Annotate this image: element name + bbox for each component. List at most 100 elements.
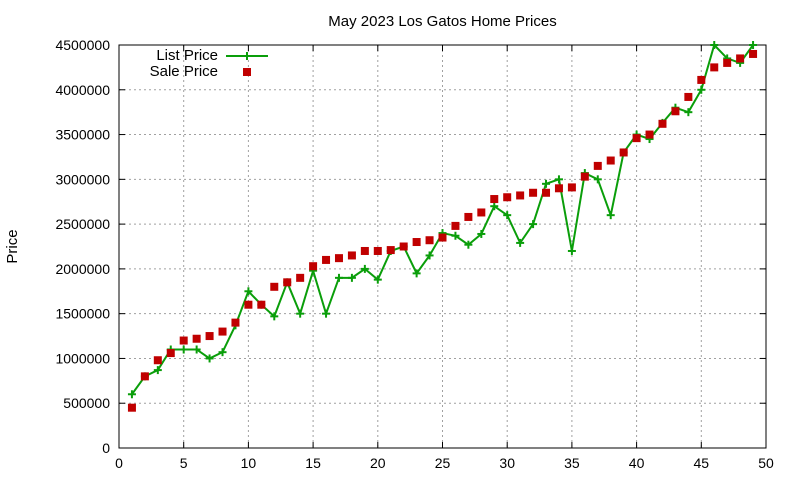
sale-price-point xyxy=(632,134,641,143)
list-price-point xyxy=(606,211,615,220)
y-tick-label: 4500000 xyxy=(55,37,110,53)
list-price-point xyxy=(412,269,421,278)
sale-price-point xyxy=(270,282,279,291)
legend-marker-sale-price xyxy=(243,68,251,76)
sale-price-point xyxy=(580,172,589,181)
sale-price-point xyxy=(723,58,732,67)
sale-price-point xyxy=(218,327,227,336)
sale-price-point xyxy=(386,246,395,255)
sale-price-point xyxy=(710,63,719,72)
sale-price-point xyxy=(490,195,499,204)
sale-price-point xyxy=(593,161,602,170)
list-price-point xyxy=(490,202,499,211)
list-price-point xyxy=(567,246,576,255)
y-axis-ticks: 0 500000 1000000 1500000 2000000 2500000 30000… xyxy=(55,37,766,456)
list-price-point xyxy=(244,287,253,296)
list-price-point xyxy=(710,41,719,49)
x-tick-label: 5 xyxy=(180,455,188,471)
sale-price-point xyxy=(438,233,447,242)
sale-price-point xyxy=(244,300,253,309)
x-tick-label: 45 xyxy=(694,455,710,471)
sale-price-point xyxy=(322,255,331,264)
sale-price-point xyxy=(309,262,318,271)
y-tick-label: 3000000 xyxy=(55,171,110,187)
y-tick-label: 2000000 xyxy=(55,261,110,277)
x-tick-label: 25 xyxy=(435,455,451,471)
y-tick-label: 1500000 xyxy=(55,306,110,322)
sale-price-point xyxy=(205,332,214,341)
list-price-point xyxy=(347,273,356,282)
sale-price-point xyxy=(567,183,576,192)
chart-title: May 2023 Los Gatos Home Prices xyxy=(328,13,556,30)
list-price-point xyxy=(503,211,512,220)
x-axis-ticks: 0 5 10 15 20 25 30 35 40 45 50 xyxy=(115,45,774,471)
list-price-point xyxy=(425,251,434,260)
x-tick-label: 30 xyxy=(499,455,515,471)
sale-price-point xyxy=(503,193,512,202)
legend-label-sale-price: Sale Price xyxy=(150,63,218,80)
sale-price-point xyxy=(412,238,421,247)
sale-price-point xyxy=(347,251,356,260)
x-tick-label: 35 xyxy=(564,455,580,471)
x-tick-label: 50 xyxy=(758,455,774,471)
sale-price-point xyxy=(697,75,706,84)
sale-price-point xyxy=(192,334,201,343)
plot-frame xyxy=(118,44,767,449)
list-price-point xyxy=(516,238,525,247)
x-tick-label: 40 xyxy=(629,455,645,471)
grid xyxy=(119,45,766,448)
list-price-point xyxy=(464,240,473,249)
y-tick-label: 0 xyxy=(102,440,110,456)
list-price-point xyxy=(749,41,758,49)
list-price-point xyxy=(205,354,214,363)
sale-price-point xyxy=(399,242,408,251)
sale-price-point xyxy=(671,107,680,116)
sale-price-point xyxy=(425,236,434,245)
list-price-point xyxy=(477,229,486,238)
sale-price-point xyxy=(529,188,538,197)
sale-price-point xyxy=(296,273,305,282)
sale-price-point xyxy=(736,54,745,63)
sale-price-point xyxy=(684,92,693,101)
y-axis-label: Price xyxy=(4,229,21,263)
sale-price-point xyxy=(373,246,382,255)
sale-price-point xyxy=(127,403,136,412)
list-price-point xyxy=(373,275,382,284)
sale-price-point xyxy=(516,191,525,200)
sale-price-point xyxy=(166,349,175,358)
list-price-point xyxy=(153,366,162,375)
list-price-point xyxy=(684,108,693,117)
sale-price-point xyxy=(645,130,654,139)
list-price-point xyxy=(179,345,188,354)
list-price-point xyxy=(322,309,331,318)
list-price-point xyxy=(296,309,305,318)
y-tick-label: 4000000 xyxy=(55,82,110,98)
sale-price-point xyxy=(477,208,486,217)
list-price-point xyxy=(451,231,460,240)
sale-price-point xyxy=(231,318,240,327)
y-tick-label: 2500000 xyxy=(55,216,110,232)
sale-price-point xyxy=(606,156,615,165)
x-tick-label: 15 xyxy=(305,455,321,471)
list-price-point xyxy=(593,175,602,184)
list-price-point xyxy=(360,264,369,273)
list-price-point xyxy=(218,348,227,357)
list-price-point xyxy=(334,273,343,282)
y-tick-label: 3500000 xyxy=(55,127,110,143)
sale-price-point xyxy=(464,212,473,221)
x-tick-label: 10 xyxy=(241,455,257,471)
sale-price-point xyxy=(257,300,266,309)
sale-price-point xyxy=(334,254,343,263)
list-price-point xyxy=(697,85,706,94)
list-price-point xyxy=(127,390,136,399)
y-tick-label: 1000000 xyxy=(55,350,110,366)
x-tick-label: 20 xyxy=(370,455,386,471)
list-price-point xyxy=(529,220,538,229)
sale-price-point xyxy=(179,336,188,345)
sale-price-point xyxy=(542,188,551,197)
list-price-point xyxy=(554,175,563,184)
sale-price-point xyxy=(658,119,667,128)
sale-price-point xyxy=(451,221,460,230)
list-price-point xyxy=(270,312,279,321)
